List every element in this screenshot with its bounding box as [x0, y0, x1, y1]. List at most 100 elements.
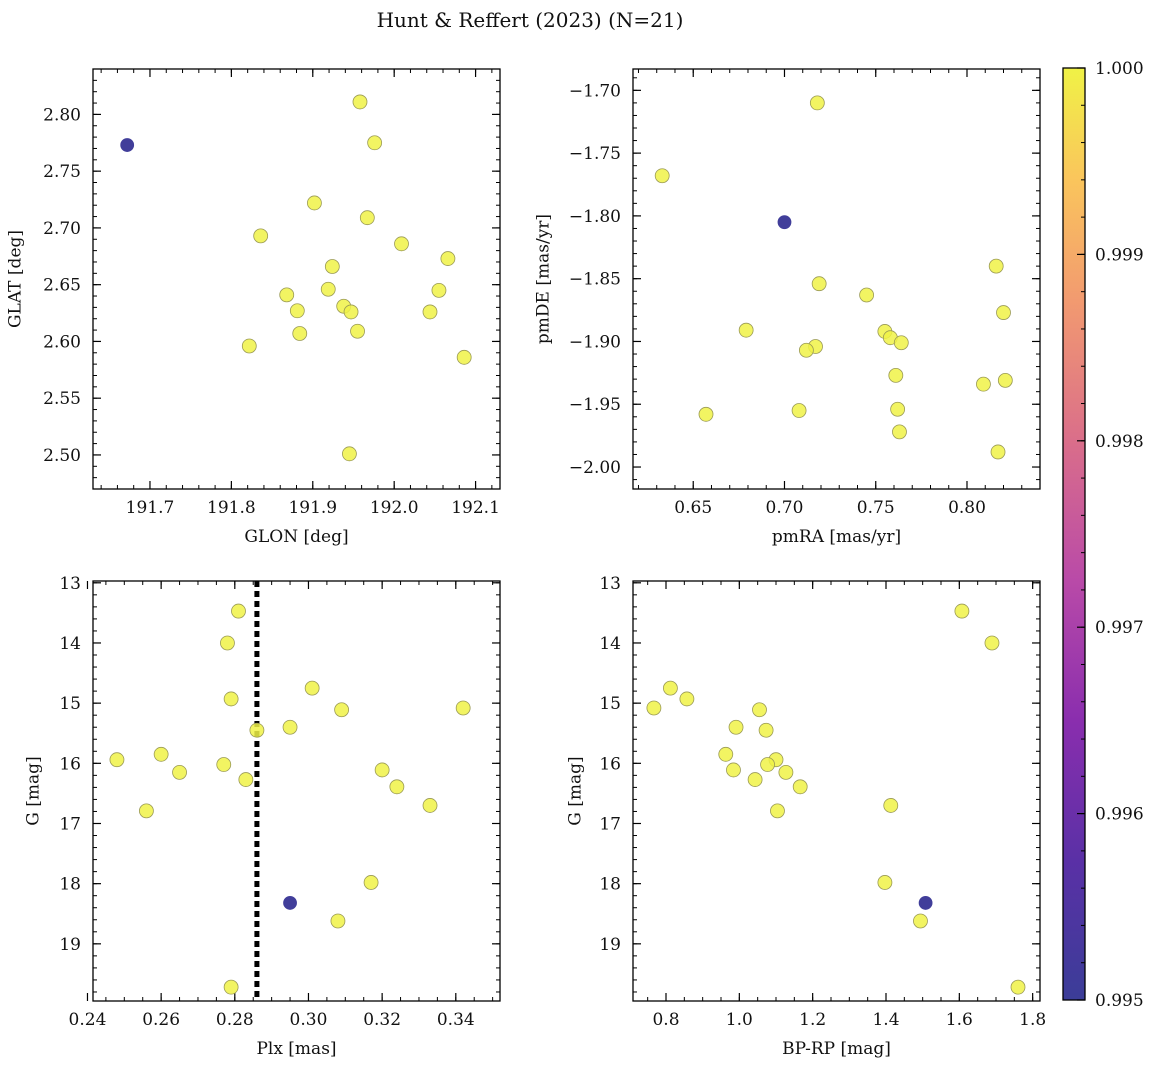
x-axis-label: pmRA [mas/yr] — [772, 527, 901, 547]
y-tick-label: 2.65 — [43, 276, 81, 296]
y-axis-label: pmDE [mas/yr] — [534, 214, 554, 344]
x-tick-label: 1.4 — [872, 1010, 899, 1030]
data-point — [253, 228, 269, 244]
data-point — [728, 719, 744, 735]
colorbar-tick-label: 0.999 — [1095, 245, 1144, 265]
colorbar-tick-label: 0.997 — [1095, 618, 1144, 638]
axes-frame — [632, 68, 1041, 490]
x-axis-label: BP-RP [mag] — [782, 1039, 891, 1059]
data-point — [663, 680, 678, 696]
y-tick-label: 18 — [59, 875, 81, 895]
data-point — [431, 282, 447, 298]
x-tick-label: 0.80 — [948, 498, 986, 518]
data-point — [792, 779, 808, 795]
data-point — [220, 635, 235, 651]
data-point — [109, 752, 125, 768]
x-tick-label: 0.34 — [437, 1010, 475, 1030]
data-point — [389, 779, 405, 795]
y-axis-label: G [mag] — [24, 756, 44, 825]
data-point — [798, 342, 814, 358]
data-point — [223, 979, 239, 995]
data-point — [374, 762, 390, 778]
y-tick-label: 2.75 — [43, 162, 81, 182]
data-point — [304, 680, 320, 696]
data-point — [646, 700, 662, 716]
data-point — [954, 603, 970, 619]
data-point — [777, 215, 792, 230]
x-tick-label: 0.8 — [652, 1010, 679, 1030]
y-tick-label: 13 — [599, 574, 621, 594]
x-tick-label: 192.1 — [451, 498, 500, 518]
data-point — [877, 875, 893, 890]
data-point — [139, 803, 154, 819]
data-point — [997, 372, 1013, 388]
data-point — [883, 798, 899, 813]
data-point — [984, 635, 1000, 651]
y-tick-label: 14 — [599, 634, 621, 654]
data-point — [120, 138, 135, 152]
colorbar: 0.995 0.996 0.997 0.998 0.999 1.000 — [1062, 59, 1144, 1011]
scatter-panel-2: 0.65 0.70 0.75 0.80 −2.00 −1.95 −1.90 −1.85 −1.8… — [534, 68, 1041, 547]
data-point — [996, 305, 1011, 320]
y-tick-label: −1.75 — [569, 144, 621, 164]
data-point — [859, 287, 875, 303]
y-tick-label: 15 — [59, 694, 81, 714]
colorbar-tick-label: 0.996 — [1095, 805, 1144, 825]
colorbar-tick-label: 0.998 — [1095, 432, 1144, 452]
data-point — [976, 376, 991, 392]
data-point — [394, 236, 409, 252]
data-point — [324, 259, 340, 274]
data-point — [216, 757, 232, 772]
data-point — [342, 446, 357, 462]
data-point — [363, 875, 379, 890]
data-point — [422, 798, 438, 813]
data-point — [292, 326, 308, 341]
y-tick-label: 2.70 — [43, 219, 81, 239]
scatter-panel-4: 0.8 1.0 1.2 1.4 1.6 1.8 13 14 15 16 17 18 19 BP-RP [m… — [566, 574, 1047, 1059]
y-tick-label: 2.55 — [43, 389, 81, 409]
y-tick-label: 16 — [59, 754, 81, 774]
colorbar-tick-label: 0.995 — [1095, 991, 1144, 1011]
data-point — [283, 896, 297, 910]
data-point — [752, 702, 767, 718]
data-point — [231, 603, 246, 619]
y-tick-label: 17 — [59, 814, 81, 834]
data-point — [654, 168, 670, 184]
scatter-panel-3: 0.24 0.26 0.28 0.30 0.32 0.34 13 14 15 16 17 18 19 Pl… — [24, 574, 501, 1059]
y-tick-label: −2.00 — [569, 458, 621, 478]
x-tick-label: 1.2 — [799, 1010, 826, 1030]
data-point — [893, 335, 909, 351]
data-point — [918, 896, 933, 910]
y-axis-label: GLAT [deg] — [6, 230, 26, 328]
data-point — [320, 281, 336, 297]
y-tick-label: 15 — [599, 694, 621, 714]
y-tick-label: −1.85 — [569, 270, 621, 290]
y-tick-label: 16 — [599, 754, 621, 774]
data-point — [422, 304, 438, 320]
data-point — [1010, 979, 1026, 995]
x-tick-label: 192.0 — [370, 498, 419, 518]
data-point — [440, 251, 456, 266]
data-point — [988, 258, 1004, 274]
y-tick-label: 17 — [599, 814, 621, 834]
y-tick-label: −1.80 — [569, 207, 621, 227]
data-point — [747, 772, 763, 787]
data-point — [172, 764, 187, 780]
x-tick-label: 0.75 — [857, 498, 895, 518]
data-point — [738, 322, 754, 338]
y-tick-label: 19 — [599, 935, 621, 955]
y-tick-label: 2.50 — [43, 446, 81, 466]
y-tick-label: 19 — [59, 935, 81, 955]
data-point — [698, 406, 714, 422]
x-tick-label: 1.6 — [946, 1010, 973, 1030]
colorbar-gradient — [1062, 67, 1086, 1001]
x-tick-label: 0.65 — [674, 498, 712, 518]
x-tick-label: 0.28 — [216, 1010, 254, 1030]
x-tick-label: 191.7 — [126, 498, 175, 518]
data-point — [770, 803, 785, 819]
data-point — [456, 349, 472, 365]
data-point — [455, 700, 471, 716]
data-point — [718, 746, 734, 762]
y-tick-label: −1.95 — [569, 395, 621, 415]
